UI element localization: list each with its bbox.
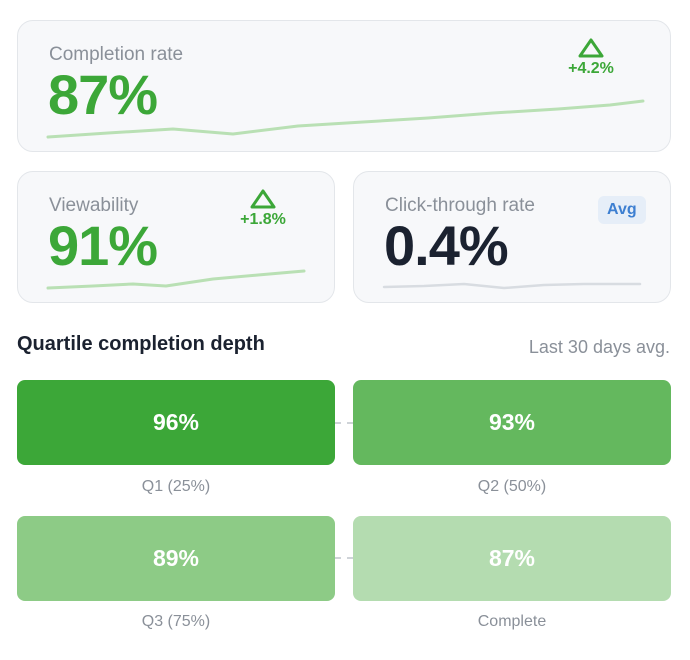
completion-rate-card: Completion rate 87% +4.2% [17,20,671,152]
completion-rate-delta: +4.2% [558,38,624,78]
quartile-label: Q2 (50%) [477,478,547,495]
quartile-value: 89% [152,545,200,571]
quartile-value: 87% [488,545,536,571]
quartile-value: 93% [488,409,536,435]
viewability-delta-text: +1.8% [240,211,286,228]
completion-rate-value: 87% [48,63,158,126]
ctr-label: Click-through rate [385,195,535,216]
quartile-label: Q3 (75%) [141,613,211,630]
section-title: Quartile completion depth [17,333,265,355]
click-through-rate-card: Click-through rate 0.4% Avg [353,171,671,303]
quartile-bar-q3: 89% [17,516,335,601]
ctr-value: 0.4% [384,214,509,277]
completion-rate-delta-text: +4.2% [568,60,614,77]
ctr-sparkline [382,282,642,290]
triangle-up-icon [250,189,276,209]
viewability-label: Viewability [49,195,139,216]
viewability-delta: +1.8% [230,189,296,229]
avg-badge: Avg [598,196,646,224]
quartile-bar-complete: 87% [353,516,671,601]
quartile-bar-q1: 96% [17,380,335,465]
section-subtitle: Last 30 days avg. [528,337,670,357]
viewability-value: 91% [48,214,158,277]
triangle-up-icon [578,38,604,58]
completion-sparkline [46,99,645,139]
quartile-label: Q1 (25%) [141,478,211,495]
connector-line [335,422,353,424]
viewability-card: Viewability 91% +1.8% [17,171,335,303]
viewability-sparkline [46,269,306,290]
quartile-bar-q2: 93% [353,380,671,465]
quartile-label: Complete [477,613,547,630]
quartile-value: 96% [152,409,200,435]
completion-rate-label: Completion rate [49,44,184,65]
connector-line [335,557,353,559]
